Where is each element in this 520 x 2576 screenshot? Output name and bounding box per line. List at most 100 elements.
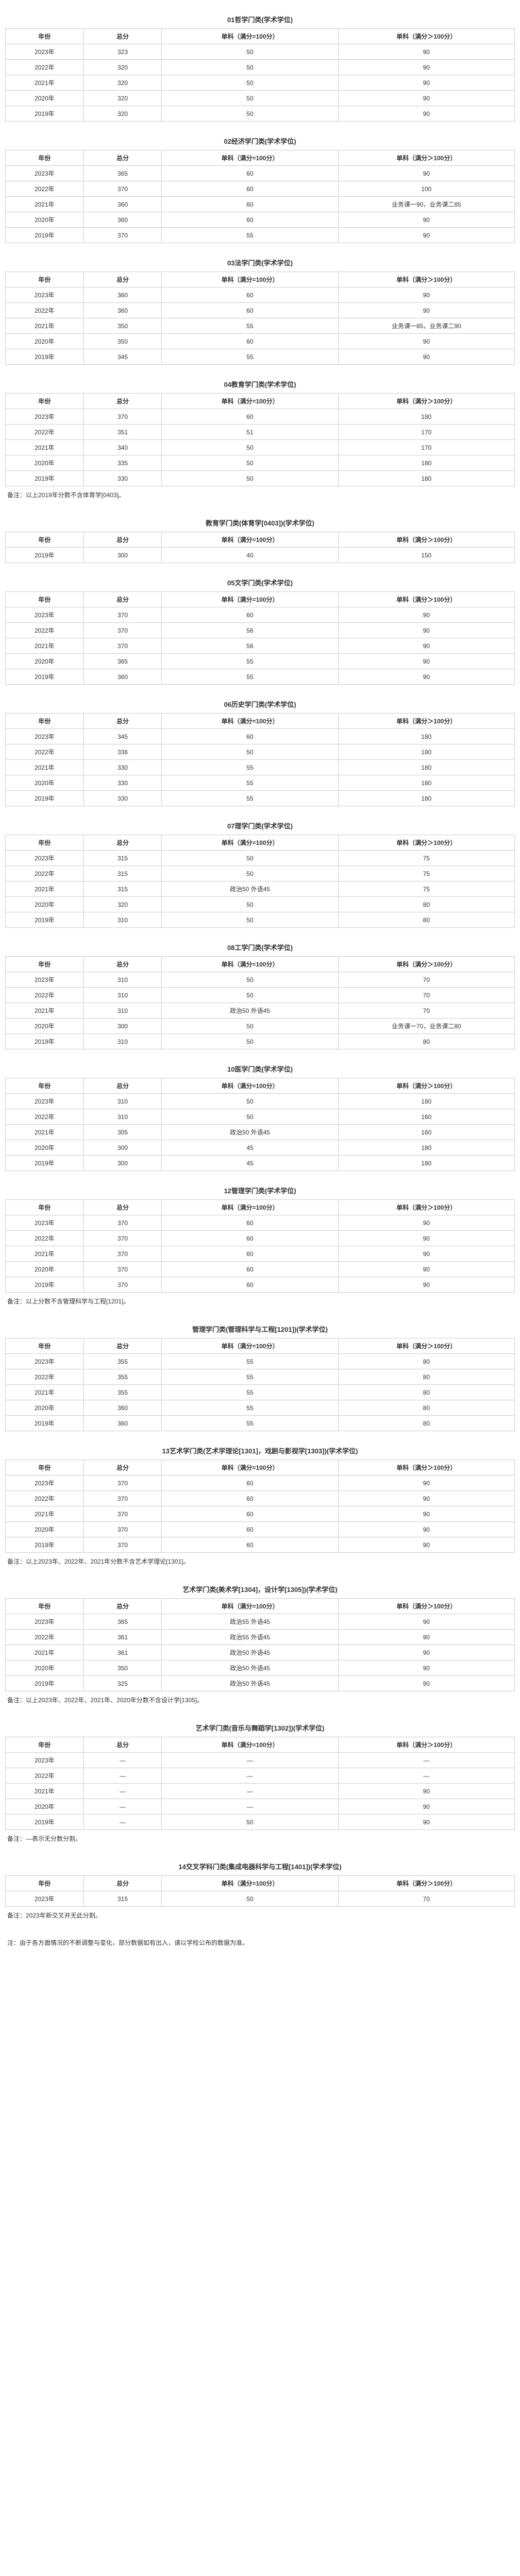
- cell-year: 2023年: [6, 972, 84, 988]
- cell-total: 336: [83, 744, 162, 760]
- cell-sub100: 60: [162, 1537, 338, 1553]
- cell-year: 2023年: [6, 1753, 84, 1768]
- cell-sub100: 政治50 外语45: [162, 882, 338, 897]
- cell-subover100: 90: [338, 91, 514, 106]
- cell-subover100: 70: [338, 1891, 514, 1907]
- header-year: 年份: [6, 1338, 84, 1354]
- cell-sub100: 60: [162, 1215, 338, 1231]
- table-row: 2022年3555580: [6, 1369, 515, 1385]
- header-sub100: 单科（满分=100分）: [162, 1078, 338, 1094]
- cell-sub100: 60: [162, 166, 338, 181]
- header-subover100: 单科（满分＞100分）: [338, 272, 514, 287]
- cell-subover100: 150: [338, 548, 514, 563]
- cell-sub100: —: [162, 1799, 338, 1815]
- cell-year: 2022年: [6, 1768, 84, 1784]
- cell-total: 330: [83, 471, 162, 486]
- header-year: 年份: [6, 1737, 84, 1753]
- cell-sub100: 50: [162, 912, 338, 928]
- table-row: 2022年3155075: [6, 866, 515, 882]
- header-total: 总分: [83, 272, 162, 287]
- cell-total: 350: [83, 1660, 162, 1676]
- section-title: 01哲学门类(学术学位): [5, 10, 515, 28]
- cell-total: —: [83, 1768, 162, 1784]
- score-table: 年份总分单科（满分=100分）单科（满分＞100分）2023年310501802…: [5, 1078, 515, 1171]
- cell-sub100: 政治50 外语45: [162, 1645, 338, 1660]
- cell-sub100: 55: [162, 760, 338, 775]
- cell-total: 370: [83, 1231, 162, 1246]
- cell-subover100: 75: [338, 882, 514, 897]
- cell-subover100: 业务课一90，业务课二85: [338, 197, 514, 212]
- cell-year: 2020年: [6, 897, 84, 912]
- cell-sub100: 政治55 外语45: [162, 1630, 338, 1645]
- header-total: 总分: [83, 1078, 162, 1094]
- cell-total: —: [83, 1799, 162, 1815]
- cell-sub100: —: [162, 1753, 338, 1768]
- table-row: 2019年3105080: [6, 912, 515, 928]
- cell-sub100: 60: [162, 1246, 338, 1262]
- header-subover100: 单科（满分＞100分）: [338, 1737, 514, 1753]
- cell-subover100: 80: [338, 1400, 514, 1416]
- cell-subover100: 180: [338, 455, 514, 471]
- cell-year: 2021年: [6, 760, 84, 775]
- footer-note: 注：由于各方面情况的不断调整与变化，部分数据如有出入，请以学校公布的数据为准。: [5, 1934, 515, 1951]
- cell-subover100: 75: [338, 851, 514, 866]
- cell-year: 2019年: [6, 1537, 84, 1553]
- cell-sub100: 55: [162, 318, 338, 334]
- cell-sub100: 55: [162, 349, 338, 365]
- header-total: 总分: [83, 1200, 162, 1215]
- cell-total: 335: [83, 455, 162, 471]
- cell-sub100: 60: [162, 287, 338, 303]
- cell-year: 2020年: [6, 1660, 84, 1676]
- cell-year: 2022年: [6, 1369, 84, 1385]
- cell-total: 365: [83, 654, 162, 669]
- cell-year: 2021年: [6, 1385, 84, 1400]
- cell-subover100: 180: [338, 409, 514, 425]
- cell-total: 355: [83, 1385, 162, 1400]
- cell-year: 2022年: [6, 988, 84, 1003]
- cell-sub100: 50: [162, 91, 338, 106]
- cell-total: 315: [83, 1891, 162, 1907]
- cell-subover100: —: [338, 1768, 514, 1784]
- cell-sub100: 55: [162, 1369, 338, 1385]
- cell-total: 300: [83, 1019, 162, 1034]
- cell-year: 2019年: [6, 1156, 84, 1171]
- score-section: 07理学门类(学术学位)年份总分单科（满分=100分）单科（满分＞100分）20…: [5, 817, 515, 928]
- score-section: 03法学门类(学术学位)年份总分单科（满分=100分）单科（满分＞100分）20…: [5, 253, 515, 365]
- cell-total: 370: [83, 1215, 162, 1231]
- cell-year: 2019年: [6, 669, 84, 685]
- cell-subover100: 80: [338, 1416, 514, 1431]
- score-table: 年份总分单科（满分=100分）单科（满分＞100分）2023年345601802…: [5, 713, 515, 806]
- section-title: 艺术学门类(音乐与舞蹈学[1302])(学术学位): [5, 1719, 515, 1737]
- section-title: 10医学门类(学术学位): [5, 1060, 515, 1078]
- cell-year: 2019年: [6, 228, 84, 243]
- header-subover100: 单科（满分＞100分）: [338, 1876, 514, 1891]
- table-row: 2023年3656090: [6, 166, 515, 181]
- cell-subover100: 70: [338, 972, 514, 988]
- header-subover100: 单科（满分＞100分）: [338, 532, 514, 548]
- cell-sub100: 60: [162, 1506, 338, 1522]
- table-row: 2022年3606090: [6, 303, 515, 318]
- cell-year: 2021年: [6, 1784, 84, 1799]
- table-row: 2020年3205090: [6, 91, 515, 106]
- cell-year: 2022年: [6, 866, 84, 882]
- cell-year: 2020年: [6, 775, 84, 791]
- cell-year: 2023年: [6, 287, 84, 303]
- cell-subover100: 90: [338, 44, 514, 60]
- cell-sub100: 60: [162, 1231, 338, 1246]
- cell-year: 2023年: [6, 44, 84, 60]
- cell-total: 310: [83, 912, 162, 928]
- cell-sub100: 60: [162, 1277, 338, 1293]
- header-year: 年份: [6, 1876, 84, 1891]
- cell-year: 2022年: [6, 1630, 84, 1645]
- cell-total: 310: [83, 1034, 162, 1049]
- cell-subover100: 90: [338, 1262, 514, 1277]
- table-row: 2023年3105070: [6, 972, 515, 988]
- cell-sub100: 60: [162, 212, 338, 228]
- header-sub100: 单科（满分=100分）: [162, 1200, 338, 1215]
- cell-total: 370: [83, 1506, 162, 1522]
- header-total: 总分: [83, 714, 162, 729]
- cell-subover100: 80: [338, 897, 514, 912]
- cell-sub100: 55: [162, 1416, 338, 1431]
- cell-sub100: 55: [162, 775, 338, 791]
- table-row: 2020年3706090: [6, 1262, 515, 1277]
